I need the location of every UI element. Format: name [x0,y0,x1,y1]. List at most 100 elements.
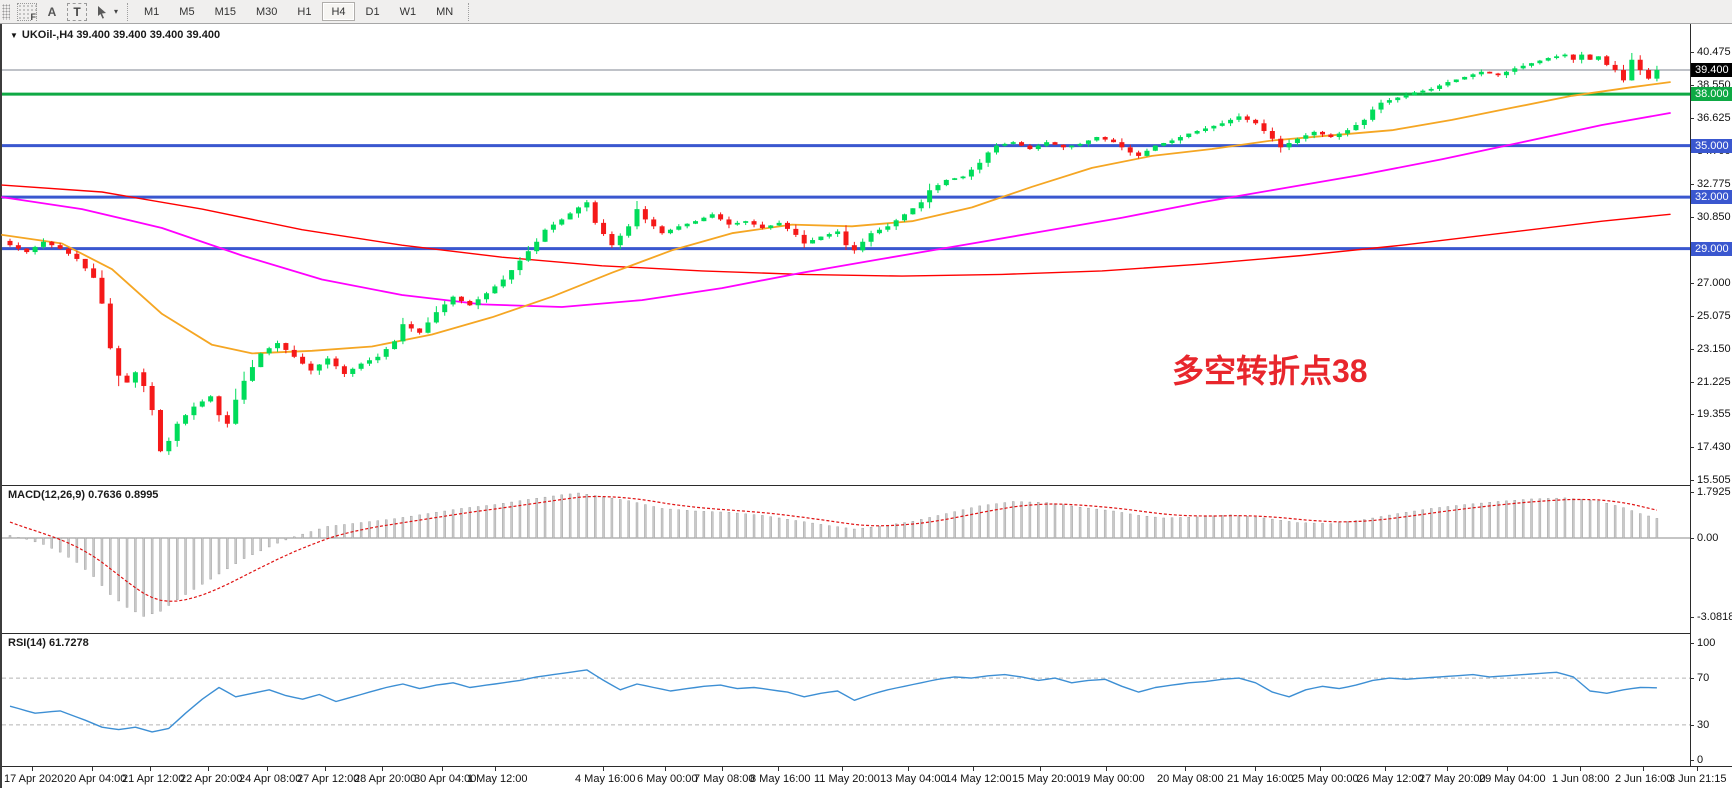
axis-tick [1690,117,1694,119]
axis-tick [1690,349,1694,351]
time-tick [1697,767,1698,771]
time-tick [1447,767,1448,771]
chart-area: ▼ UKOil-,H4 39.400 39.400 39.400 39.400 多… [0,24,1732,788]
rsi-axis-label: 0 [1697,754,1704,766]
chart-properties-icon-label: F [30,11,36,22]
price-badge-35.000: 35.000 [1691,138,1732,153]
cursor-tool-icon[interactable] [93,4,111,20]
time-label: 8 May 16:00 [750,773,811,785]
price-tick-label: 27.000 [1697,276,1731,289]
axis-tick [1690,724,1694,726]
time-label: 26 May 12:00 [1357,773,1424,785]
time-label: 15 May 20:00 [1012,773,1079,785]
collapse-triangle-icon[interactable]: ▼ [10,31,18,40]
chart-properties-icon[interactable]: F [17,2,37,22]
timeframe-button-m1[interactable]: M1 [144,5,160,18]
timeframe-button-d1[interactable]: D1 [365,5,380,18]
axis-tick [1690,617,1694,619]
time-tick [325,767,326,771]
timeframe-button-m30[interactable]: M30 [255,5,278,18]
time-tick [1580,767,1581,771]
timeframe-button-w1[interactable]: W1 [399,5,417,18]
axis-tick [1690,678,1694,680]
time-tick [1643,767,1644,771]
time-tick [32,767,33,771]
timeframe-button-m15[interactable]: M15 [214,5,236,18]
time-tick [267,767,268,771]
time-label: 20 May 08:00 [1157,773,1224,785]
chart-plot-svg[interactable] [1,24,1732,766]
price-tick-label: 40.475 [1697,45,1731,58]
time-label: 28 Apr 20:00 [354,773,417,785]
time-tick [92,767,93,771]
price-tick-label: 21.225 [1697,376,1731,389]
time-label: 25 May 00:00 [1292,773,1359,785]
time-tick [442,767,443,771]
axis-tick [1690,643,1694,644]
time-label: 2 Jun 16:00 [1615,773,1673,785]
time-label: 13 May 04:00 [880,773,947,785]
time-tick [973,767,974,771]
time-label: 29 May 04:00 [1479,773,1546,785]
price-tick-label: 17.430 [1697,441,1731,454]
axis-tick [1690,216,1694,218]
axis-tick [1690,316,1694,318]
rsi-axis-label: 30 [1697,718,1710,731]
time-label: 21 May 16:00 [1227,773,1294,785]
macd-axis-label: 1.7925 [1697,485,1731,498]
axis-tick [1690,51,1694,53]
time-label: 4 May 16:00 [575,773,636,785]
toolbar-separator [127,2,129,21]
time-tick [842,767,843,771]
chart-annotation-text[interactable]: 多空转折点38 [1172,353,1368,389]
price-badge-29.000: 29.000 [1691,241,1732,256]
chart-title: ▼ UKOil-,H4 39.400 39.400 39.400 39.400 [10,29,220,41]
time-tick [208,767,209,771]
panel-separator[interactable] [2,485,1690,486]
time-tick [150,767,151,771]
timeframe-button-h4[interactable]: H4 [322,2,355,22]
timeframe-button-m5[interactable]: M5 [179,5,195,18]
axis-tick [1690,480,1694,482]
time-tick [1385,767,1386,771]
time-label: 14 May 12:00 [945,773,1012,785]
toolbar: F A T ▾ M1 M5 M15 M30 H1 H4 D1 W1 MN [0,0,1732,24]
time-tick [1185,767,1186,771]
axis-tick [1690,183,1694,185]
time-tick [665,767,666,771]
price-badge-38.000: 38.000 [1691,87,1732,102]
time-label: 27 May 20:00 [1419,773,1486,785]
text-tool-icon[interactable]: T [67,2,87,21]
label-a-icon[interactable]: A [47,4,57,19]
timeframe-button-mn[interactable]: MN [436,5,454,18]
toolbar-drag-handle[interactable] [2,3,10,20]
time-label: 19 May 00:00 [1078,773,1145,785]
time-tick [778,767,779,771]
time-label: 7 May 08:00 [694,773,755,785]
axis-tick [1690,282,1694,284]
time-axis[interactable]: 17 Apr 2020 20 Apr 04:00 21 Apr 12:00 22 Ap… [2,766,1732,788]
timeframe-button-h1[interactable]: H1 [297,5,312,18]
macd-indicator-label: MACD(12,26,9) 0.7636 0.8995 [8,489,159,501]
price-tick-label: 15.505 [1697,474,1731,487]
time-label: 17 Apr 2020 [4,773,64,785]
time-label: 1 May 12:00 [467,773,528,785]
axis-tick [1690,84,1694,86]
time-tick [603,767,604,771]
price-tick-label: 32.775 [1697,177,1731,190]
time-tick [1106,767,1107,771]
time-label: 20 Apr 04:00 [64,773,127,785]
time-label: 1 Jun 08:00 [1552,773,1610,785]
time-label: 22 Apr 20:00 [180,773,243,785]
rsi-indicator-label: RSI(14) 61.7278 [8,637,89,649]
panel-separator[interactable] [2,633,1690,634]
time-tick [1040,767,1041,771]
price-badge-32.000: 32.000 [1691,190,1732,205]
chevron-down-icon[interactable]: ▾ [114,7,119,16]
axis-tick [1690,538,1694,539]
time-tick [1255,767,1256,771]
price-badge-39.400: 39.400 [1691,63,1732,78]
timeframe-button-group: M1 M5 M15 M30 H1 H4 D1 W1 MN [134,2,463,22]
time-label: 11 May 20:00 [814,773,880,785]
time-tick [382,767,383,771]
